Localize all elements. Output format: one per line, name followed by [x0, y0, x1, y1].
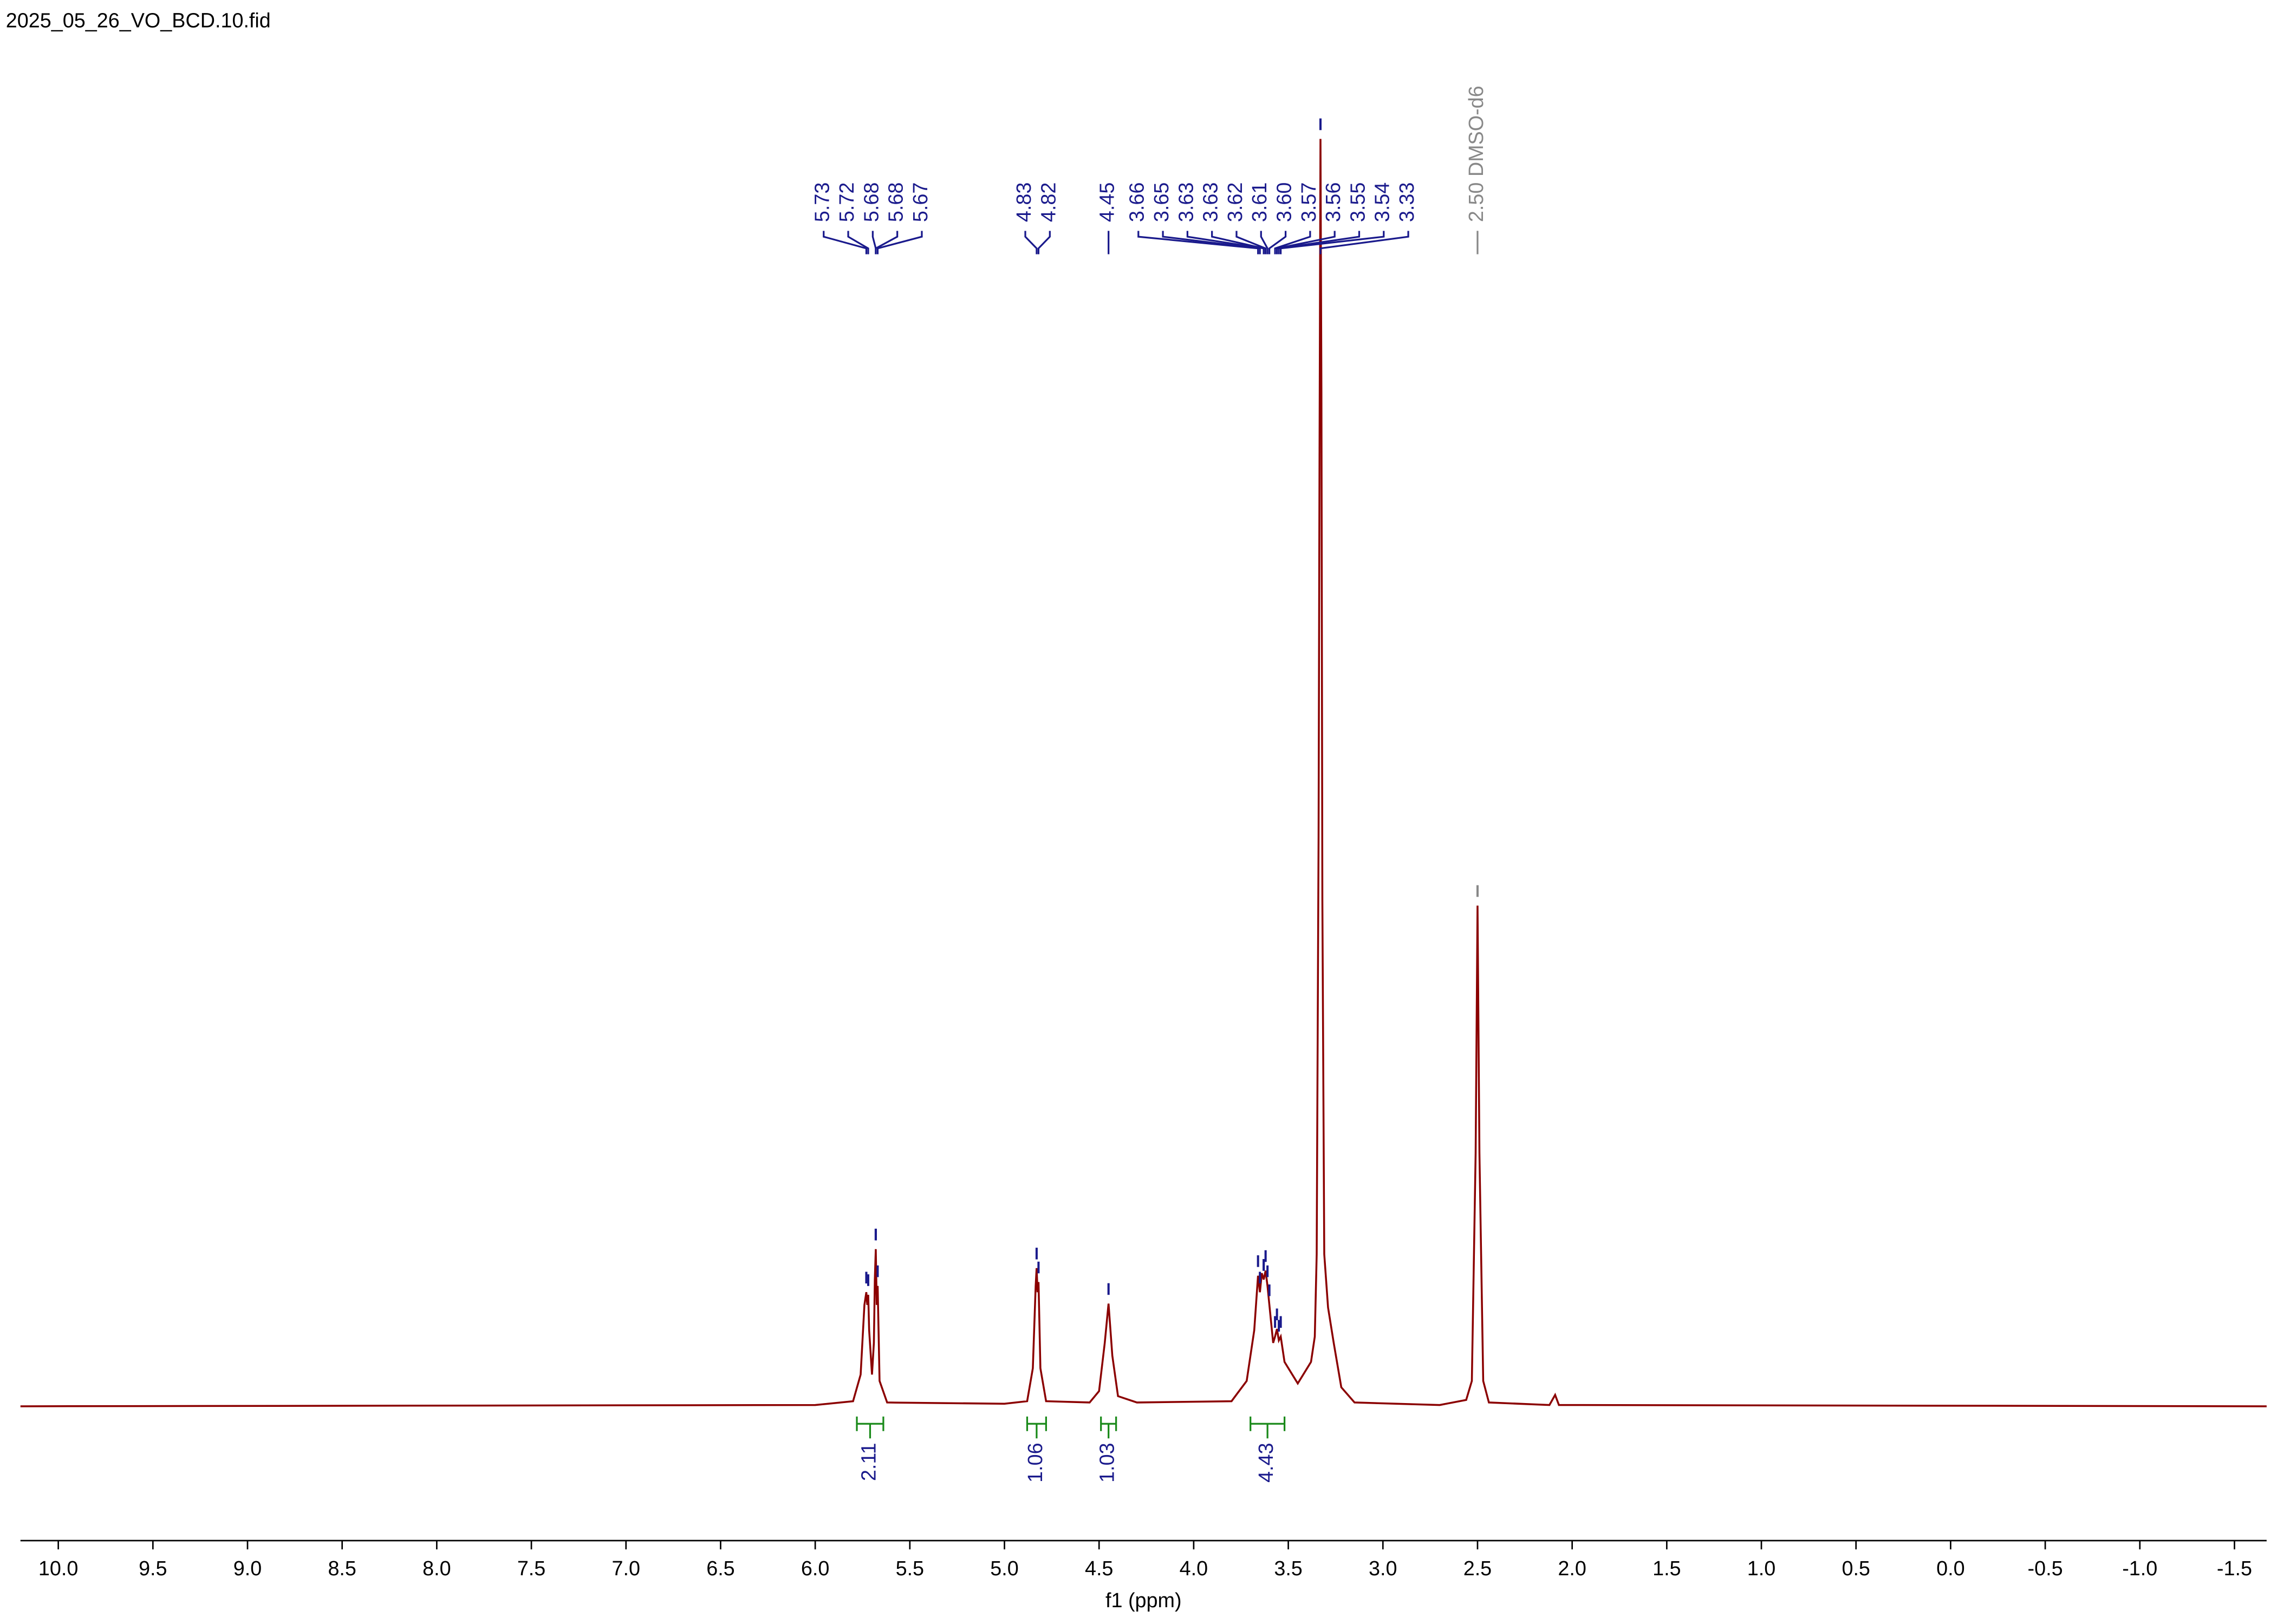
peak-label: 2.50 DMSO-d6 — [1465, 86, 1487, 222]
peak-connector — [1279, 231, 1385, 255]
peak-connector — [1268, 231, 1287, 255]
peak-connector — [1274, 231, 1311, 255]
x-tick-label: 6.0 — [801, 1557, 829, 1580]
x-tick-label: 2.5 — [1463, 1557, 1492, 1580]
peak-connector — [847, 231, 869, 255]
peak-label: 4.45 — [1096, 182, 1118, 222]
peak-label: 3.63 — [1199, 182, 1222, 222]
x-tick-label: 7.5 — [517, 1557, 545, 1580]
x-tick-label: 5.5 — [896, 1557, 924, 1580]
peak-label: 3.62 — [1224, 182, 1246, 222]
peak-label: 3.63 — [1174, 182, 1197, 222]
x-tick-label: 8.5 — [328, 1557, 356, 1580]
x-tick-label: 5.0 — [990, 1557, 1018, 1580]
peak-label: 3.57 — [1297, 182, 1320, 222]
x-tick-label: 4.5 — [1085, 1557, 1113, 1580]
peak-label: 4.83 — [1012, 182, 1035, 222]
peak-label: 3.33 — [1395, 182, 1418, 222]
x-tick-label: 4.0 — [1180, 1557, 1208, 1580]
peak-connector — [876, 231, 923, 255]
peak-label: 3.55 — [1346, 182, 1369, 222]
peak-label: 5.67 — [909, 182, 932, 222]
peak-label: 3.61 — [1248, 182, 1271, 222]
integral-value: 4.43 — [1254, 1443, 1277, 1482]
peak-label: 3.65 — [1150, 182, 1173, 222]
integral-bracket — [856, 1416, 884, 1439]
peak-label: 3.66 — [1126, 182, 1148, 222]
peak-label: 3.56 — [1322, 182, 1344, 222]
x-tick-label: 2.0 — [1558, 1557, 1586, 1580]
peak-connector — [1260, 231, 1268, 255]
x-tick-label: 0.5 — [1842, 1557, 1870, 1580]
peak-label: 3.54 — [1371, 182, 1394, 222]
x-tick-label: 10.0 — [38, 1557, 78, 1580]
peak-label: 5.68 — [860, 182, 882, 222]
peak-label: 5.73 — [811, 182, 834, 222]
spectrum — [20, 139, 2267, 1407]
x-tick-label: -1.0 — [2122, 1557, 2157, 1580]
peak-label: 5.72 — [835, 182, 858, 222]
chart-title: 2025_05_26_VO_BCD.10.fid — [6, 9, 271, 32]
peak-connector — [1024, 231, 1038, 255]
peak-connector — [1235, 231, 1267, 255]
integral-bracket — [1100, 1416, 1117, 1439]
x-tick-label: 8.0 — [422, 1557, 451, 1580]
x-tick-label: 3.5 — [1274, 1557, 1302, 1580]
x-tick-label: 0.0 — [1936, 1557, 1964, 1580]
peak-connector — [875, 231, 899, 255]
integral-value: 1.03 — [1096, 1443, 1118, 1482]
peak-connector — [1211, 231, 1265, 255]
peak-connector — [823, 231, 868, 255]
x-tick-label: -0.5 — [2028, 1557, 2063, 1580]
peak-connector — [1278, 231, 1361, 255]
x-tick-label: 3.0 — [1369, 1557, 1397, 1580]
peak-connector — [1037, 231, 1051, 255]
peak-label: 4.82 — [1037, 182, 1059, 222]
x-axis-label: f1 (ppm) — [1105, 1589, 1182, 1612]
x-tick-label: 9.0 — [233, 1557, 262, 1580]
integral-value: 2.11 — [857, 1443, 880, 1481]
x-tick-label: -1.5 — [2217, 1557, 2252, 1580]
peak-label: 5.68 — [884, 182, 907, 222]
x-tick-label: 6.5 — [706, 1557, 734, 1580]
integral-value: 1.06 — [1024, 1443, 1046, 1482]
x-tick-label: 1.5 — [1653, 1557, 1681, 1580]
peak-connector — [1276, 231, 1336, 255]
x-tick-label: 9.5 — [139, 1557, 167, 1580]
peak-connector — [1137, 231, 1259, 255]
peak-connector — [1319, 231, 1409, 255]
x-tick-label: 1.0 — [1747, 1557, 1775, 1580]
peak-connector — [1162, 231, 1261, 255]
integral-bracket — [1250, 1416, 1286, 1439]
integral-bracket — [1026, 1416, 1047, 1439]
x-tick-label: 7.0 — [612, 1557, 640, 1580]
peak-label: 3.60 — [1273, 182, 1296, 222]
